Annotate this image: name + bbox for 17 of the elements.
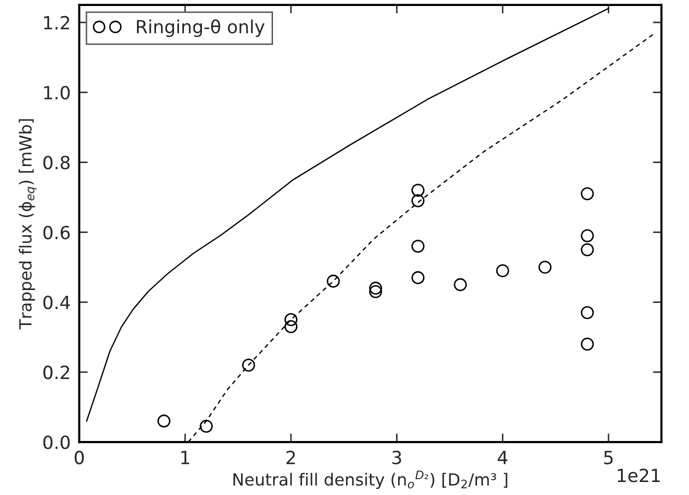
y-tick-label: 1.2 <box>44 16 70 30</box>
x-tick-label: 3 <box>392 450 402 464</box>
x-tick-label: 1 <box>181 450 190 464</box>
x-tick-label: 5 <box>604 450 613 464</box>
y-tick-label: 0.8 <box>43 156 70 170</box>
x-axis-title: Neutral fill density (n$_{o}$$^{D₂}$) [D$_{2}$/m³ ] <box>233 470 508 489</box>
x-tick-label: 4 <box>498 450 508 464</box>
y-tick-label: 0.6 <box>43 226 70 240</box>
x-tick-label: 2 <box>286 450 295 464</box>
x-tick-label: 0 <box>74 450 84 464</box>
y-tick-label: 0.0 <box>43 435 70 450</box>
y-axis-title: Trapped flux (ϕ$_{eq}$) [mWb] <box>18 119 37 330</box>
text: 1e21 <box>618 468 660 482</box>
legend-label: Ringing-θ only <box>136 19 265 38</box>
y-tick-label: 0.2 <box>43 366 70 380</box>
y-tick-label: 1.0 <box>44 86 70 100</box>
y-tick-label: 0.4 <box>43 296 70 310</box>
